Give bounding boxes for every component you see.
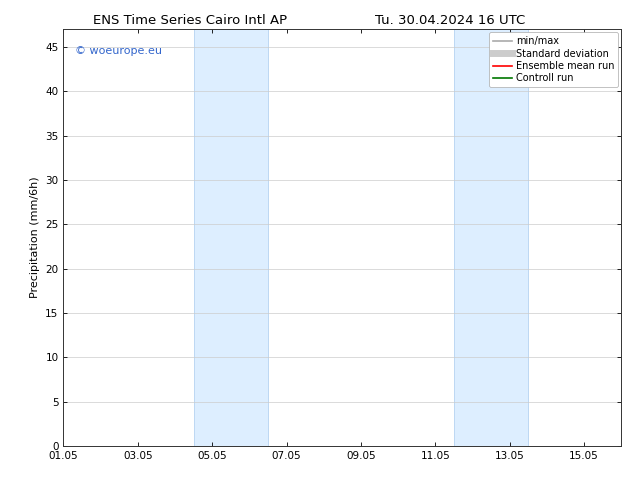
Legend: min/max, Standard deviation, Ensemble mean run, Controll run: min/max, Standard deviation, Ensemble me… [489,32,618,87]
Text: © woeurope.eu: © woeurope.eu [75,46,162,56]
Text: Tu. 30.04.2024 16 UTC: Tu. 30.04.2024 16 UTC [375,14,525,27]
Bar [193,29,268,446]
Y-axis label: Precipitation (mm/6h): Precipitation (mm/6h) [30,177,40,298]
Bar [454,29,528,446]
Text: ENS Time Series Cairo Intl AP: ENS Time Series Cairo Intl AP [93,14,287,27]
